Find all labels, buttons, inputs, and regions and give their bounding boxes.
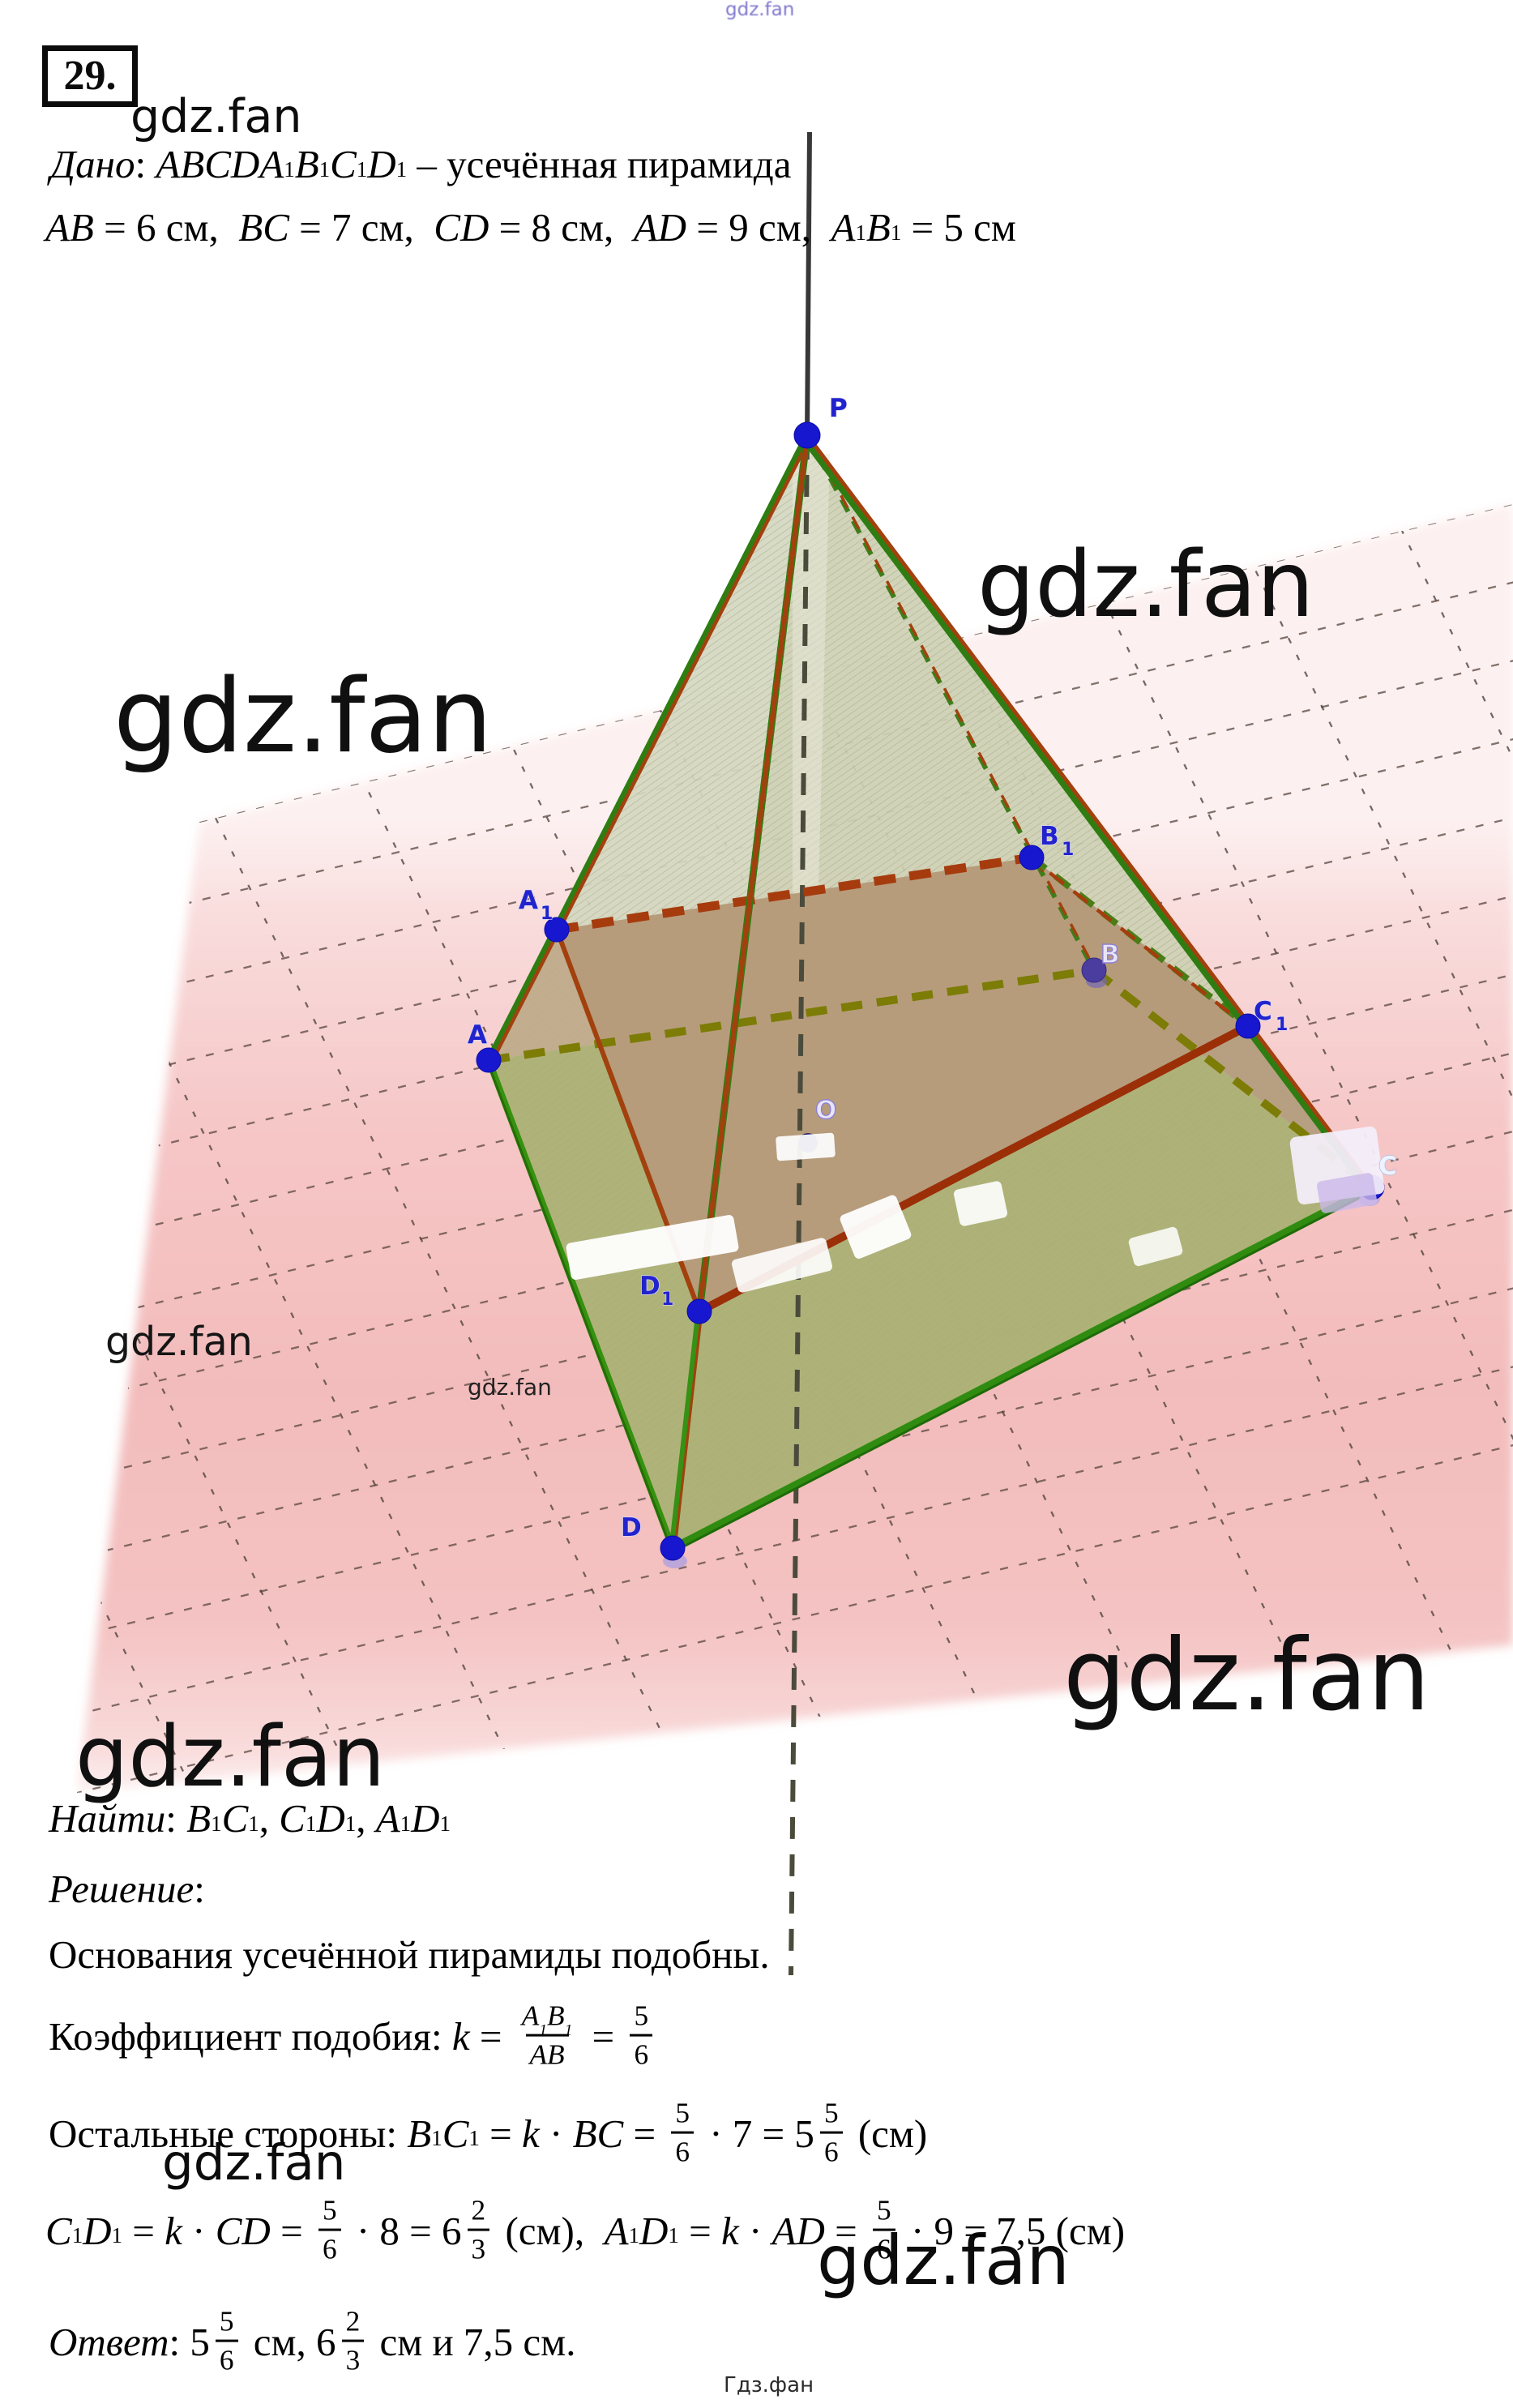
label-c1: C <box>1254 997 1272 1026</box>
site-footer: Гдз.фан <box>724 2373 814 2397</box>
svg-text:1: 1 <box>541 904 553 924</box>
vertex-p <box>793 421 821 449</box>
label-c: C <box>1378 1152 1397 1181</box>
given-line: Дано: ABCDA 1 B 1 C 1 D 1 – усечённая пирамида <box>50 142 792 186</box>
vertex-d1 <box>686 1298 712 1324</box>
watermark-mid-left: gdz.fan <box>105 1319 253 1365</box>
edge-b1c1-hidden <box>1029 854 1250 1029</box>
axis-dashed <box>789 437 810 1976</box>
pyramid-faces <box>489 435 1372 1548</box>
label-d: D <box>621 1513 642 1542</box>
edge-pc <box>801 435 1372 1194</box>
watermark-top-tiny: gdz.fan <box>725 0 795 20</box>
watermark-left-big: gdz.fan <box>113 657 493 776</box>
label-p: P <box>829 394 848 423</box>
vertex-labels: P A 1 A B 1 B C 1 C D 1 D O <box>467 393 1397 1543</box>
label-d1: D <box>639 1272 660 1301</box>
edge-ab-hidden <box>488 966 1095 1064</box>
label-b1: B <box>1040 822 1059 851</box>
edge-a1b1-hidden <box>556 853 1032 935</box>
watermark-header: gdz.fan <box>130 90 302 143</box>
cut-quad <box>557 858 1248 1311</box>
vertex-d <box>660 1535 686 1561</box>
vertex-a1 <box>544 917 570 943</box>
watermark-bottom-left: gdz.fan <box>75 1709 386 1806</box>
watermark-right-big: gdz.fan <box>977 532 1314 638</box>
vertex-b1 <box>1019 845 1045 870</box>
watermark-solution-left: gdz.fan <box>162 2134 346 2192</box>
label-a: A <box>468 1020 487 1050</box>
vertex-a <box>476 1047 502 1073</box>
edge-dc <box>669 1183 1376 1552</box>
axis-top <box>805 131 812 438</box>
label-a1: A <box>519 886 538 915</box>
edge-ad <box>485 1057 676 1551</box>
vertex-c1 <box>1235 1013 1261 1039</box>
dimensions-line: AB = 6 см, BC = 7 см, CD = 8 см, AD = 9 … <box>45 205 1016 250</box>
solution-label: Решение: <box>49 1867 205 1911</box>
similar-bases-line: Основания усечённой пирамиды подобны. <box>49 1932 770 1977</box>
svg-text:1: 1 <box>661 1290 673 1310</box>
problem-number-box: 29. <box>42 45 138 107</box>
svg-text:1: 1 <box>1276 1015 1288 1035</box>
watermark-mid-tiny: gdz.fan <box>468 1374 552 1401</box>
erase-smudges <box>566 1126 1385 1293</box>
label-b: B <box>1101 940 1120 969</box>
edge-d1d <box>669 1307 703 1552</box>
label-o: O <box>815 1096 836 1125</box>
watermark-bottom-right: gdz.fan <box>1063 1618 1430 1733</box>
svg-text:1: 1 <box>1062 840 1074 860</box>
vertex-b <box>1081 957 1107 983</box>
problem-number: 29. <box>63 53 117 99</box>
edge-pa <box>485 432 810 1063</box>
watermark-solution-right: gdz.fan <box>817 2221 1070 2300</box>
